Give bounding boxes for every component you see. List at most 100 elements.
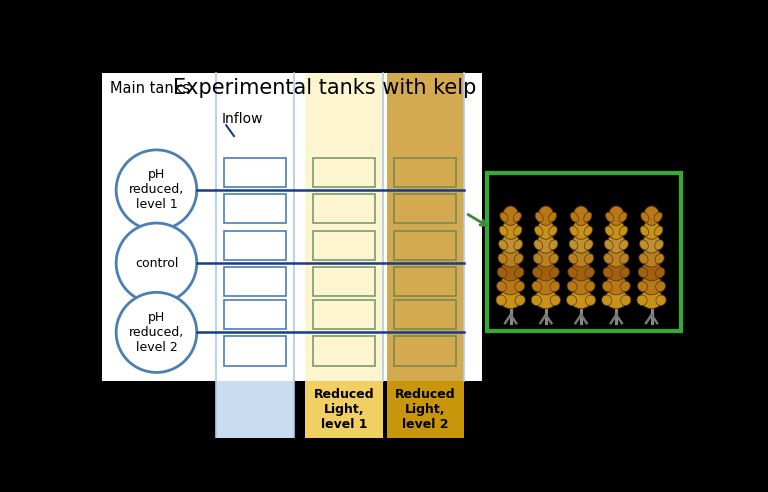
Ellipse shape <box>654 226 663 236</box>
Ellipse shape <box>502 247 520 267</box>
Ellipse shape <box>641 212 649 222</box>
Ellipse shape <box>640 240 648 250</box>
Ellipse shape <box>548 212 557 222</box>
Ellipse shape <box>656 295 666 306</box>
Bar <box>386 381 464 438</box>
Bar <box>313 157 375 187</box>
Ellipse shape <box>641 226 649 236</box>
Ellipse shape <box>503 206 518 225</box>
Bar <box>305 381 382 438</box>
Ellipse shape <box>536 247 555 267</box>
Ellipse shape <box>604 240 613 250</box>
Bar <box>224 157 286 187</box>
Ellipse shape <box>620 268 630 277</box>
Ellipse shape <box>549 253 558 264</box>
Text: Reduced
Light,
level 2: Reduced Light, level 2 <box>395 388 455 431</box>
Ellipse shape <box>642 247 661 267</box>
Ellipse shape <box>573 220 590 239</box>
Bar <box>313 267 375 296</box>
Bar <box>313 300 375 329</box>
Ellipse shape <box>550 295 561 306</box>
Ellipse shape <box>585 295 596 306</box>
Ellipse shape <box>532 281 541 292</box>
Ellipse shape <box>655 240 664 250</box>
Ellipse shape <box>514 226 522 236</box>
Ellipse shape <box>585 268 594 277</box>
Bar <box>102 73 482 381</box>
Ellipse shape <box>514 253 523 264</box>
Text: pH
reduced,
level 2: pH reduced, level 2 <box>129 311 184 354</box>
Ellipse shape <box>532 268 542 277</box>
Ellipse shape <box>499 226 508 236</box>
Text: Experimental tanks with kelp: Experimental tanks with kelp <box>173 78 476 98</box>
Bar <box>313 194 375 223</box>
Ellipse shape <box>620 240 628 250</box>
Ellipse shape <box>514 240 522 250</box>
Ellipse shape <box>571 261 591 281</box>
Ellipse shape <box>572 234 590 253</box>
Ellipse shape <box>639 253 648 264</box>
Ellipse shape <box>533 253 542 264</box>
Ellipse shape <box>549 226 558 236</box>
Circle shape <box>116 150 197 230</box>
Ellipse shape <box>568 268 578 277</box>
Bar <box>488 173 681 331</box>
Ellipse shape <box>654 212 662 222</box>
Ellipse shape <box>601 295 612 306</box>
Ellipse shape <box>515 295 525 306</box>
Ellipse shape <box>500 212 508 222</box>
Ellipse shape <box>584 253 594 264</box>
Circle shape <box>116 292 197 372</box>
Text: pH
reduced,
level 1: pH reduced, level 1 <box>129 168 184 212</box>
Ellipse shape <box>606 276 627 295</box>
Ellipse shape <box>498 240 508 250</box>
Ellipse shape <box>619 212 627 222</box>
Ellipse shape <box>620 253 629 264</box>
Ellipse shape <box>502 220 519 239</box>
Text: Inflow: Inflow <box>221 112 263 126</box>
Ellipse shape <box>621 281 631 292</box>
Ellipse shape <box>573 206 589 225</box>
Ellipse shape <box>549 240 558 250</box>
Ellipse shape <box>501 261 521 281</box>
Bar <box>224 267 286 296</box>
Text: Reduced
Light,
level 1: Reduced Light, level 1 <box>313 388 374 431</box>
Ellipse shape <box>535 276 557 295</box>
Ellipse shape <box>515 268 524 277</box>
Ellipse shape <box>496 295 506 306</box>
Ellipse shape <box>568 253 578 264</box>
Ellipse shape <box>637 295 647 306</box>
Bar <box>216 381 293 438</box>
Ellipse shape <box>605 226 614 236</box>
Ellipse shape <box>502 234 520 253</box>
Bar <box>395 194 456 223</box>
Ellipse shape <box>655 268 665 277</box>
Bar <box>395 336 456 366</box>
Ellipse shape <box>571 212 578 222</box>
Ellipse shape <box>513 212 521 222</box>
Ellipse shape <box>571 276 591 295</box>
Ellipse shape <box>570 289 592 308</box>
Ellipse shape <box>641 261 661 281</box>
Bar <box>395 157 456 187</box>
Ellipse shape <box>550 281 560 292</box>
Ellipse shape <box>603 268 613 277</box>
Ellipse shape <box>535 289 557 308</box>
Ellipse shape <box>584 212 592 222</box>
Ellipse shape <box>531 295 541 306</box>
Ellipse shape <box>638 268 647 277</box>
Ellipse shape <box>534 240 543 250</box>
Text: Main tanks: Main tanks <box>110 81 190 96</box>
Ellipse shape <box>584 240 593 250</box>
Ellipse shape <box>602 281 612 292</box>
Ellipse shape <box>515 281 525 292</box>
Ellipse shape <box>550 268 559 277</box>
Ellipse shape <box>605 289 627 308</box>
Ellipse shape <box>499 289 521 308</box>
Ellipse shape <box>535 212 543 222</box>
Ellipse shape <box>619 226 627 236</box>
Ellipse shape <box>584 226 592 236</box>
Ellipse shape <box>608 206 624 225</box>
Ellipse shape <box>607 234 625 253</box>
Ellipse shape <box>641 276 662 295</box>
